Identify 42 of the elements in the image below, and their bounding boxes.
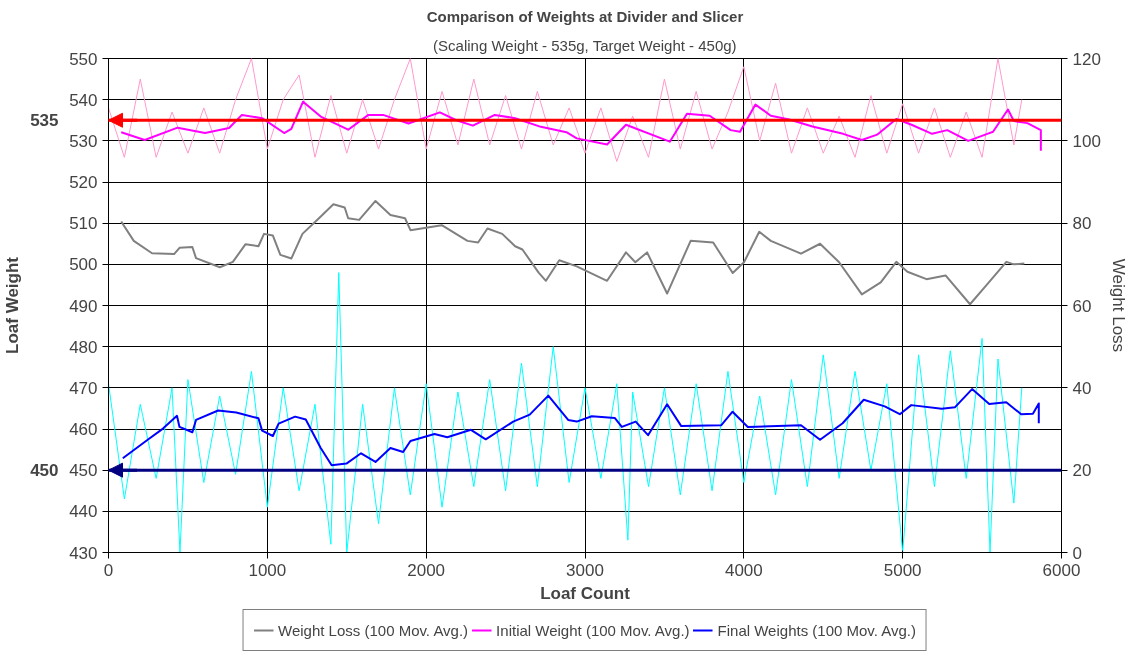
y-tick-label: 490 xyxy=(69,296,98,316)
y-tick-label: 500 xyxy=(69,255,98,275)
line-series xyxy=(108,58,1023,162)
x-tick-label: 5000 xyxy=(883,560,922,580)
chart-subtitle: (Scaling Weight - 535g, Target Weight - 450g) xyxy=(433,36,737,54)
x-tick-label: 3000 xyxy=(566,560,604,580)
y-tick-label: 430 xyxy=(69,543,98,563)
line-series xyxy=(120,100,1042,152)
x-tick-label: 0 xyxy=(103,560,114,580)
y-tick-label: 480 xyxy=(69,337,98,357)
y2-tick-label: 80 xyxy=(1072,214,1092,234)
y2-axis-title: Weight Loss xyxy=(1108,258,1128,353)
x-tick-label: 4000 xyxy=(724,560,763,580)
x-tick-label: 6000 xyxy=(1042,560,1081,580)
legend-label: Initial Weight (100 Mov. Avg.) xyxy=(496,621,690,639)
y-tick-label: 510 xyxy=(69,214,98,234)
line-series xyxy=(121,388,1040,467)
y-tick-label: 450 xyxy=(69,461,98,481)
y-tick-label: 470 xyxy=(69,378,98,398)
y2-tick-label: 120 xyxy=(1072,49,1101,69)
y2-tick-label: 20 xyxy=(1072,461,1092,481)
y-axis-title: Loaf Weight xyxy=(3,256,23,354)
ref-line-label: 450 xyxy=(30,461,59,481)
line-series xyxy=(108,272,1023,553)
y2-tick-label: 0 xyxy=(1072,543,1082,563)
y-tick-label: 520 xyxy=(69,173,98,192)
legend-label: Weight Loss (100 Mov. Avg.) xyxy=(278,621,469,639)
y2-tick-label: 60 xyxy=(1072,296,1092,316)
y-tick-label: 440 xyxy=(69,502,98,522)
legend-label: Final Weights (100 Mov. Avg.) xyxy=(717,621,916,639)
y-tick-label: 540 xyxy=(69,90,98,110)
chart-title: Comparison of Weights at Divider and Slicer xyxy=(426,7,744,25)
y2-tick-label: 40 xyxy=(1072,378,1092,398)
x-axis-title: Loaf Count xyxy=(540,583,631,603)
ref-line-label: 535 xyxy=(30,111,59,131)
x-tick-label: 1000 xyxy=(248,560,287,580)
line-series xyxy=(120,199,1026,306)
y-tick-label: 530 xyxy=(69,131,98,151)
y2-tick-label: 100 xyxy=(1072,131,1101,151)
x-tick-label: 2000 xyxy=(407,560,446,580)
y-tick-label: 550 xyxy=(69,49,98,69)
y-tick-label: 460 xyxy=(69,420,98,439)
